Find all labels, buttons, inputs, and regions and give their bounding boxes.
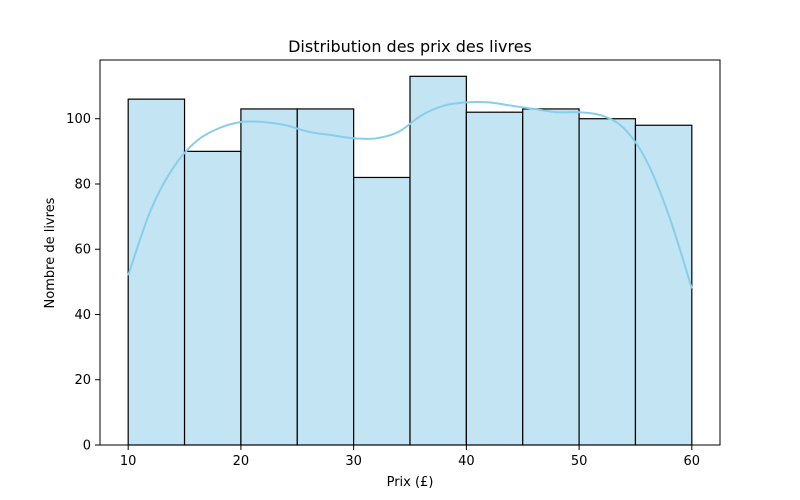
histogram-bar-8	[522, 108, 580, 446]
plot-frame	[99, 59, 721, 446]
kde-layer	[127, 101, 693, 289]
y-tick-label: 0	[83, 439, 91, 454]
histogram-bar-10	[634, 124, 693, 446]
x-tick-label: 10	[120, 454, 137, 469]
histogram-bar-6	[409, 75, 467, 446]
x-tick-label: 50	[571, 454, 588, 469]
histogram-bar-9	[578, 118, 637, 446]
x-tick-label: 60	[684, 454, 701, 469]
y-axis-label: Nombre de livres	[43, 197, 58, 308]
y-tick-label: 60	[74, 243, 91, 258]
y-tick-label: 40	[74, 308, 91, 323]
kde-line	[127, 101, 693, 289]
x-tick-label: 30	[345, 454, 362, 469]
y-tick-label: 20	[74, 373, 91, 388]
y-tick-label: 80	[74, 177, 91, 192]
ticks-layer: 10 20 30 40 50 60 0 20 40 60 80 100	[66, 112, 700, 469]
histogram-bar-2	[183, 150, 242, 446]
histogram-bar-7	[465, 111, 524, 446]
x-axis-label: Prix (£)	[387, 475, 434, 490]
histogram-bar-4	[296, 108, 355, 446]
x-tick-label: 40	[458, 454, 475, 469]
y-tick-label: 100	[66, 112, 91, 127]
axes-layer	[99, 59, 721, 446]
chart-title: Distribution des prix des livres	[288, 37, 532, 56]
histogram-bar-3	[240, 108, 298, 446]
x-tick-label: 20	[233, 454, 250, 469]
histogram-bar-1	[127, 98, 186, 446]
bars-layer	[127, 75, 693, 446]
histogram-bar-5	[353, 176, 411, 446]
